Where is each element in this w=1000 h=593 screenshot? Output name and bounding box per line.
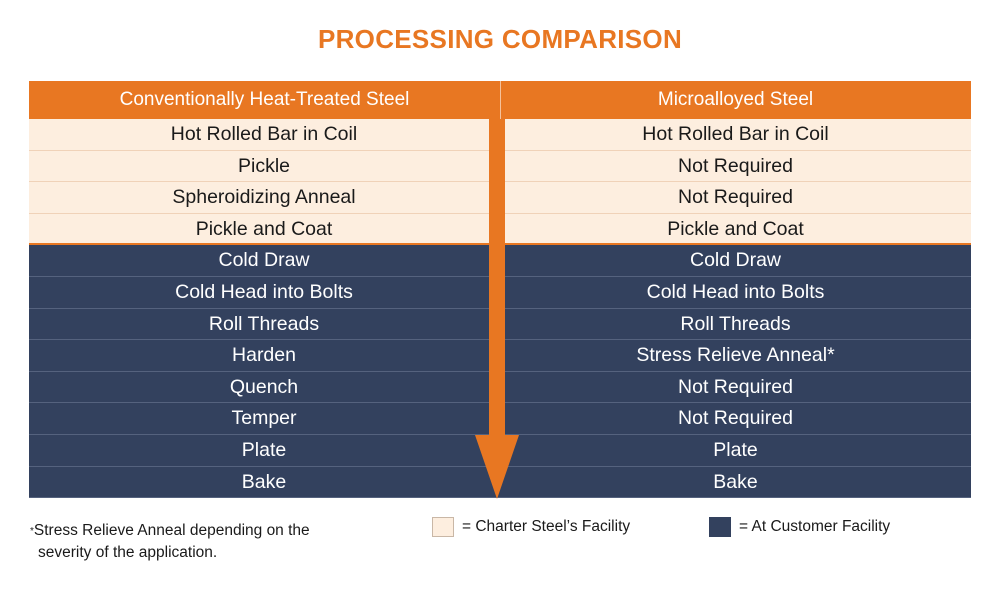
cell-conventional: Plate — [241, 438, 287, 461]
cell-microalloyed: Pickle and Coat — [667, 217, 804, 240]
cell-microalloyed: Hot Rolled Bar in Coil — [642, 123, 829, 145]
cell-microalloyed: Not Required — [678, 186, 793, 209]
legend-customer: = At Customer Facility — [709, 517, 890, 537]
header-conventional: Conventionally Heat-Treated Steel — [119, 89, 410, 110]
cell-conventional: Hot Rolled Bar in Coil — [170, 123, 358, 145]
legend-label-charter: = Charter Steel’s Facility — [462, 518, 631, 535]
cell-conventional: Temper — [231, 407, 297, 430]
cell-conventional: Bake — [241, 470, 287, 493]
legend-charter: = Charter Steel’s Facility — [432, 517, 630, 537]
cell-microalloyed: Plate — [713, 438, 758, 461]
cell-conventional: Harden — [232, 344, 296, 367]
cell-microalloyed: Not Required — [678, 154, 793, 177]
footnote: *Stress Relieve Anneal depending on the … — [30, 520, 310, 564]
cell-microalloyed: Bake — [713, 470, 758, 493]
cell-conventional: Cold Draw — [218, 249, 310, 272]
cell-conventional: Pickle — [237, 154, 291, 177]
cell-microalloyed: Stress Relieve Anneal* — [636, 344, 835, 367]
footnote-line-1: Stress Relieve Anneal depending on the — [33, 522, 310, 539]
cell-microalloyed: Cold Draw — [689, 249, 782, 272]
header-divider — [500, 81, 501, 119]
page-title: PROCESSING COMPARISON — [317, 24, 683, 54]
cell-conventional: Pickle and Coat — [195, 217, 333, 240]
footnote-line-2: severity of the application. — [38, 544, 218, 561]
cell-conventional: Quench — [229, 375, 299, 398]
cell-microalloyed: Not Required — [678, 407, 793, 430]
legend-swatch-charter — [432, 517, 454, 537]
cell-microalloyed: Not Required — [678, 375, 793, 398]
cell-conventional: Spheroidizing Anneal — [172, 186, 356, 209]
table-header: Conventionally Heat-Treated Steel Microa… — [29, 81, 971, 119]
footnote-marker: * — [30, 526, 34, 537]
cell-microalloyed: Cold Head into Bolts — [646, 280, 825, 303]
cell-microalloyed: Roll Threads — [680, 312, 791, 335]
header-microalloyed: Microalloyed Steel — [657, 89, 814, 110]
cell-conventional: Cold Head into Bolts — [175, 280, 353, 303]
legend-swatch-customer — [709, 517, 731, 537]
process-flow-arrow-icon — [475, 119, 519, 499]
cell-conventional: Roll Threads — [208, 312, 320, 335]
legend-label-customer: = At Customer Facility — [739, 518, 891, 535]
